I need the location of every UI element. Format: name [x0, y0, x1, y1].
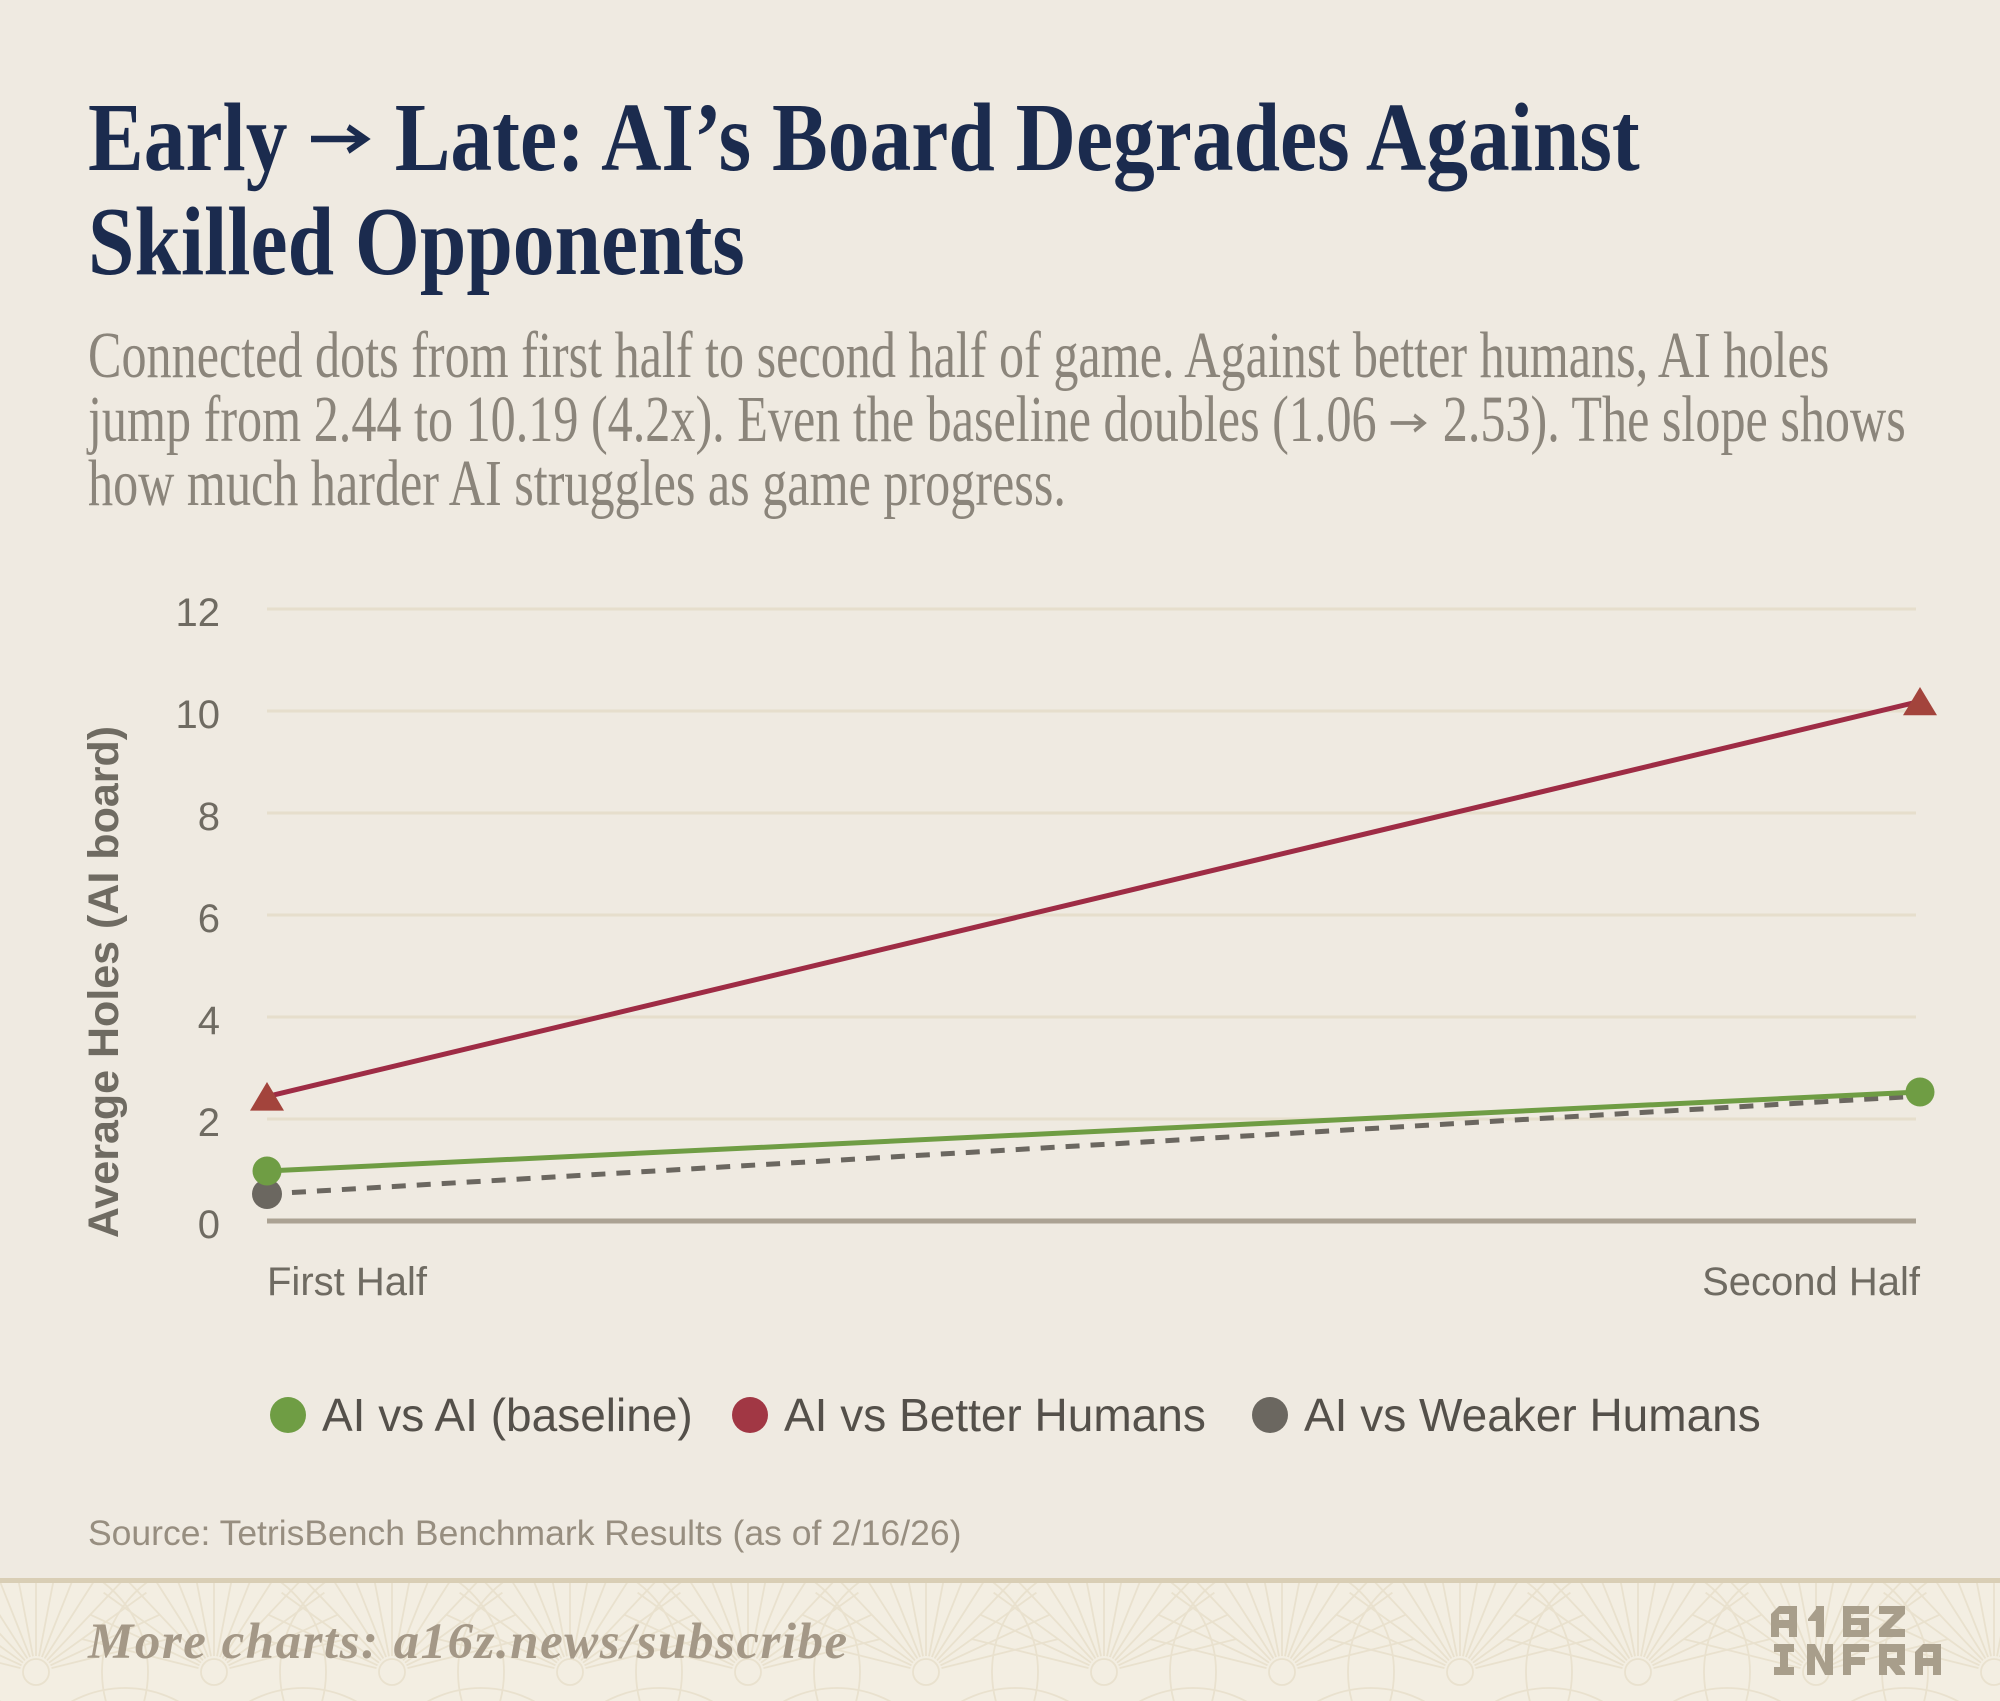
svg-text:Source: TetrisBench Benchmark: Source: TetrisBench Benchmark Results (a…: [88, 1513, 961, 1553]
svg-text:4: 4: [198, 999, 220, 1043]
svg-text:Second Half: Second Half: [1702, 1260, 1921, 1304]
svg-text:First Half: First Half: [267, 1260, 428, 1304]
svg-text:AI vs AI (baseline): AI vs AI (baseline): [322, 1389, 693, 1441]
svg-text:8: 8: [198, 795, 220, 839]
svg-text:10: 10: [176, 693, 221, 737]
svg-text:0: 0: [198, 1203, 220, 1247]
svg-text:2: 2: [198, 1101, 220, 1145]
svg-text:6: 6: [198, 897, 220, 941]
svg-text:AI vs Better Humans: AI vs Better Humans: [784, 1389, 1206, 1441]
svg-text:Average Holes (AI board): Average Holes (AI board): [80, 726, 128, 1238]
svg-text:12: 12: [176, 591, 221, 635]
svg-text:AI vs Weaker Humans: AI vs Weaker Humans: [1304, 1389, 1761, 1441]
